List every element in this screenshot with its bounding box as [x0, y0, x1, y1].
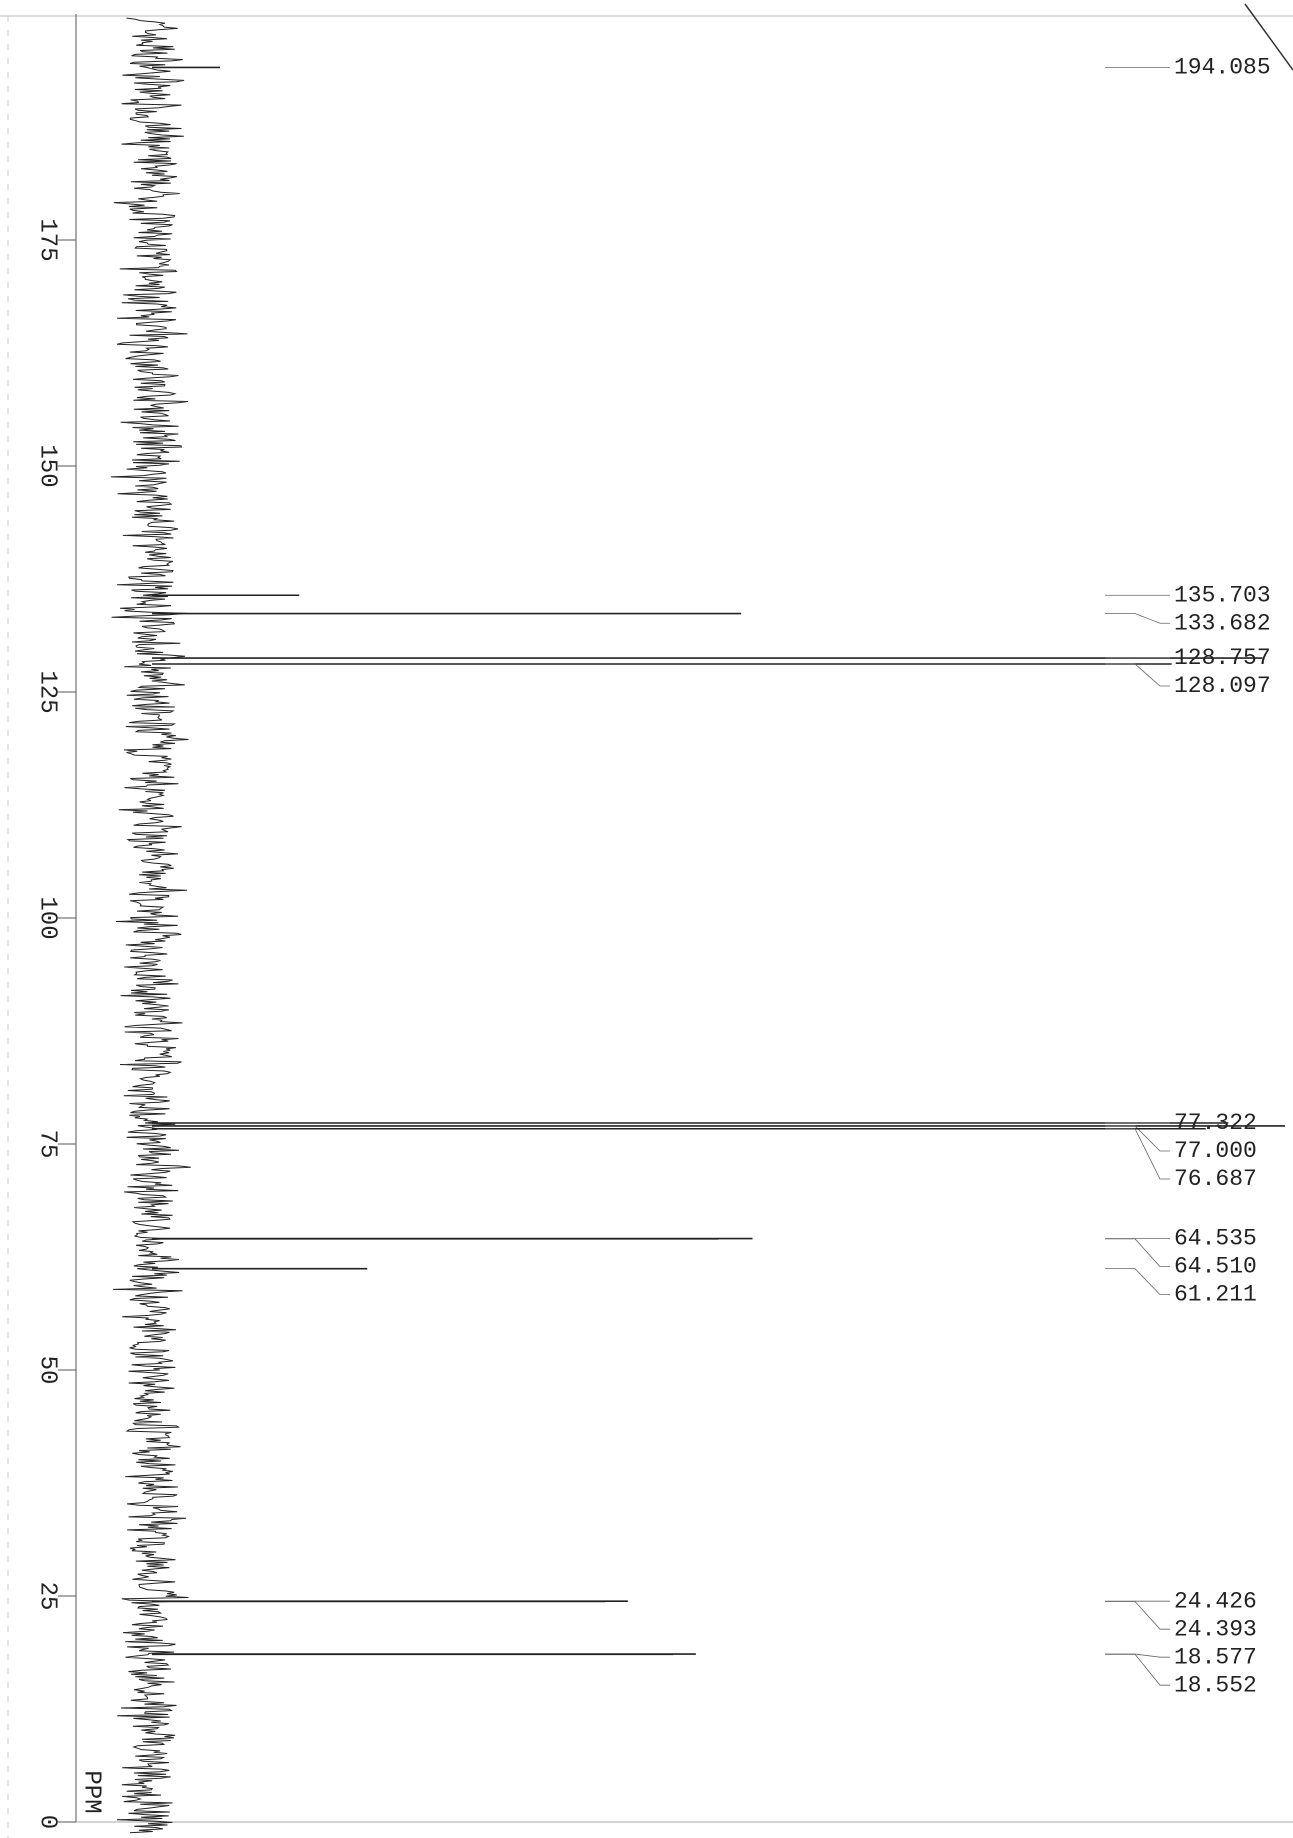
peak-label: 194.085	[1174, 55, 1271, 81]
peak-label: 64.510	[1174, 1254, 1257, 1280]
peak-label: 18.552	[1174, 1672, 1257, 1698]
x-tick-label: 100	[34, 896, 61, 939]
peak-label: 77.000	[1174, 1138, 1257, 1164]
peak-connector	[1105, 1601, 1170, 1630]
x-tick-label: 25	[34, 1582, 61, 1611]
peak-label: 128.097	[1174, 673, 1271, 699]
peak-connector	[1105, 613, 1170, 624]
peak-label: 64.535	[1174, 1226, 1257, 1252]
peak-label: 76.687	[1174, 1166, 1257, 1192]
peak-connector	[1105, 1653, 1170, 1686]
peak-label: 135.703	[1174, 582, 1271, 608]
x-tick-label: 175	[34, 218, 61, 261]
baseline-noise	[110, 17, 191, 1834]
x-tick-label: 0	[34, 1815, 61, 1829]
peak-connector	[1105, 1125, 1170, 1152]
peak-label: 133.682	[1174, 610, 1271, 636]
peak-label: 18.577	[1174, 1644, 1257, 1670]
x-tick-label: 50	[34, 1356, 61, 1385]
axis-label: PPM	[78, 1770, 105, 1813]
peak-connector	[1105, 1268, 1170, 1296]
peak-connector	[1105, 663, 1170, 687]
peak-label: 128.757	[1174, 645, 1271, 671]
peak-connector	[1105, 1128, 1170, 1180]
peak-label: 61.211	[1174, 1282, 1257, 1308]
corner-mark	[1244, 3, 1293, 71]
peak-label: 77.322	[1174, 1110, 1257, 1136]
x-tick-label: 150	[34, 444, 61, 487]
x-tick-label: 75	[34, 1130, 61, 1159]
peak-label: 24.426	[1174, 1588, 1257, 1614]
peak-connector	[1105, 1238, 1170, 1268]
x-tick-label: 125	[34, 670, 61, 713]
peak-label: 24.393	[1174, 1616, 1257, 1642]
noise-trace	[110, 17, 191, 1834]
